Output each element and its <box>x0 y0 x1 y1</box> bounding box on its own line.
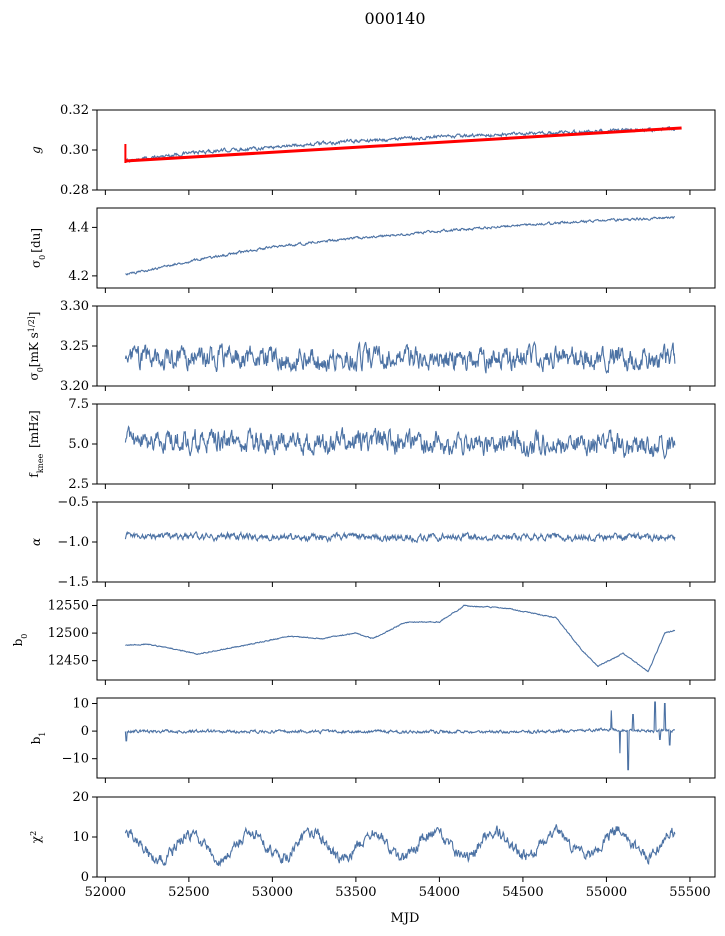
x-tick-label: 54000 <box>419 885 460 900</box>
y-tick-label: 0.30 <box>60 143 89 158</box>
y-tick-label: 5.0 <box>68 437 89 452</box>
axes-frame <box>96 599 716 681</box>
y-tick-label: 3.25 <box>60 339 89 354</box>
y-tick-label: 20 <box>72 790 89 805</box>
y-tick-label: −0.5 <box>57 495 89 510</box>
series-line <box>124 824 676 867</box>
panel-6 <box>125 604 676 673</box>
y-tick-label: 0 <box>81 724 89 739</box>
y-tick-label: 12550 <box>48 599 89 614</box>
y-axis-label: fknee [mHz] <box>27 410 45 477</box>
x-tick-label: 52500 <box>168 885 209 900</box>
x-tick-label: 54500 <box>502 885 543 900</box>
y-tick-label: −10 <box>62 752 89 767</box>
y-axis-label: g <box>29 146 43 154</box>
axes-frame <box>96 501 716 583</box>
x-tick-label: 53500 <box>335 885 376 900</box>
panel-4 <box>124 425 676 460</box>
x-tick-label: 53000 <box>252 885 293 900</box>
y-axis-label: σ0[mK s1/2]] <box>27 312 45 381</box>
fit-line <box>125 126 682 163</box>
y-tick-label: 10 <box>72 830 89 845</box>
panel-1 <box>124 126 682 164</box>
x-axis-label: MJD <box>391 911 420 926</box>
panel-5 <box>124 530 676 544</box>
panel-7 <box>124 701 676 771</box>
series-line <box>125 604 676 673</box>
y-tick-label: −1.0 <box>57 535 89 550</box>
axes-frame <box>96 109 716 191</box>
y-tick-label: −1.5 <box>57 575 89 590</box>
axes-frame <box>96 697 716 779</box>
axes-frame <box>96 796 716 878</box>
y-tick-label: 4.4 <box>68 220 89 235</box>
y-axis-label: b1 <box>29 732 47 745</box>
axes-frame <box>96 207 716 289</box>
y-tick-label: 10 <box>72 697 89 712</box>
series-line <box>124 340 676 375</box>
y-tick-label: 3.20 <box>60 379 89 394</box>
y-tick-label: 7.5 <box>68 397 89 412</box>
y-tick-label: 3.30 <box>60 299 89 314</box>
series-line <box>124 701 676 771</box>
panel-2 <box>125 216 676 276</box>
figure-title: 000140 <box>364 9 425 28</box>
series-line <box>124 530 676 544</box>
y-tick-label: 12500 <box>48 626 89 641</box>
series-line <box>124 425 676 460</box>
x-tick-label: 55000 <box>586 885 627 900</box>
y-tick-label: 4.2 <box>68 269 89 284</box>
x-tick-label: 55500 <box>669 885 710 900</box>
panel-8 <box>124 824 676 867</box>
x-tick-label: 52000 <box>85 885 126 900</box>
y-tick-label: 2.5 <box>68 477 89 492</box>
y-axis-label: α <box>29 538 43 546</box>
panels: 0.28 0.30 0.32 g 4.2 4.4 σ0[du] 3.20 3.25 3.30 σ0[… <box>11 103 716 900</box>
y-tick-label: 0.28 <box>60 183 89 198</box>
y-axis-label: b0 <box>11 634 29 647</box>
y-axis-label: χ2 <box>29 831 44 843</box>
y-tick-label: 0 <box>81 870 89 885</box>
series-line <box>125 216 676 276</box>
panel-3 <box>124 340 676 375</box>
axes-frame <box>96 403 716 485</box>
y-tick-label: 12450 <box>48 654 89 669</box>
y-tick-label: 0.32 <box>60 103 89 118</box>
y-axis-label: σ0[du] <box>29 228 47 268</box>
